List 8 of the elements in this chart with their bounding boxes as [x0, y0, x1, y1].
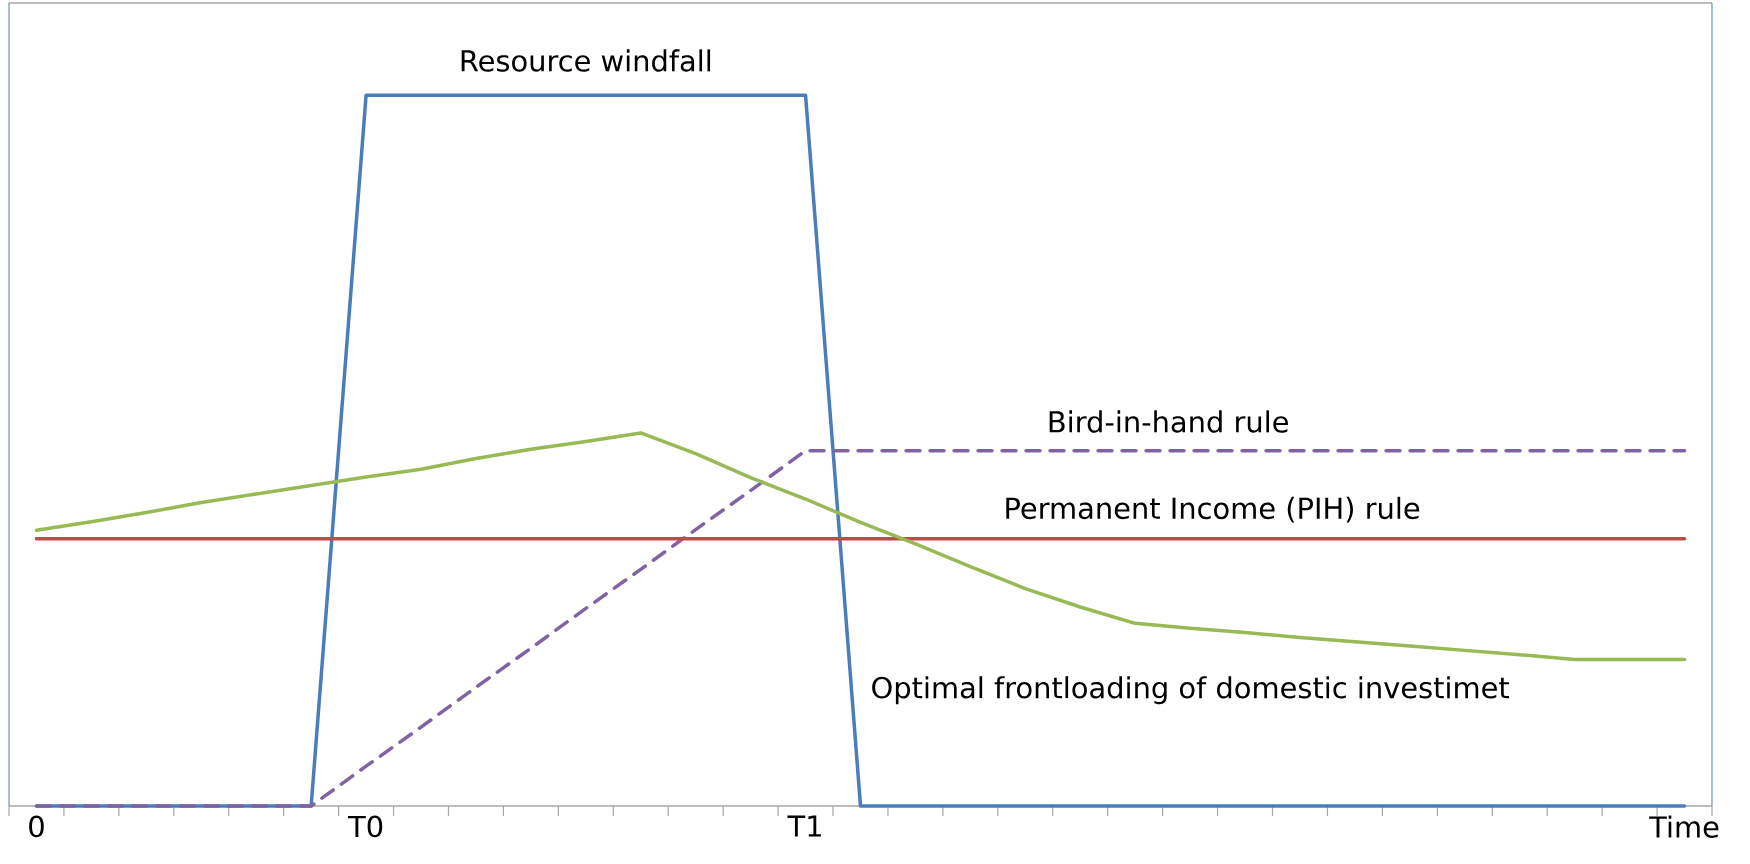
x-tick-label: T0: [347, 815, 383, 838]
x-tick-label: T1: [787, 815, 821, 837]
x-tick-label: Time: [1649, 815, 1719, 838]
series-label: Bird-in-hand rule: [1049, 410, 1288, 433]
series-label: Permanent Income (PIH) rule: [1006, 496, 1420, 523]
series-label: Resource windfall: [461, 49, 711, 72]
series-label: Optimal frontloading of domestic investimet: [872, 676, 1510, 705]
x-tick-label: 0: [29, 815, 44, 838]
